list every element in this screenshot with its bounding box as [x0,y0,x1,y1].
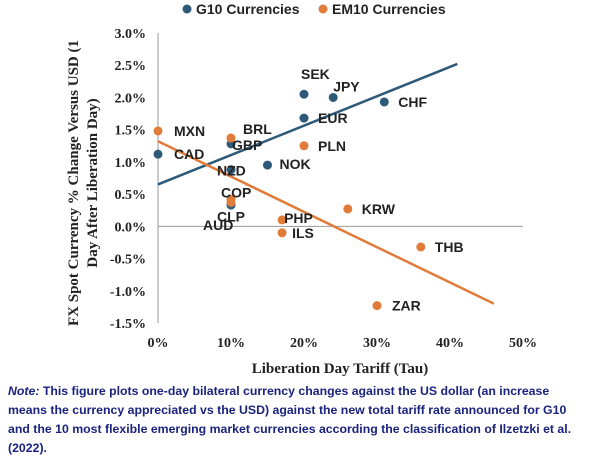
data-label: MXN [174,123,205,139]
data-label: CLP [217,208,245,224]
y-tick-label: -1.5% [110,317,146,332]
figure-note: Note: This figure plots one-day bilatera… [8,382,590,458]
data-point [328,92,338,102]
y-tick-label: 3.0% [115,27,147,42]
data-point [379,97,389,107]
data-point [226,197,236,207]
y-tick-label: -1.0% [110,285,146,300]
data-label: JPY [333,78,360,94]
x-tick-label: 30% [363,336,391,351]
legend-marker [182,4,192,14]
chart: -1.5% -1.0% -0.5% 0.0% 0.5% 1.0% 1.5% 2.0% 2.5% 3… [66,1,537,377]
data-point [153,149,163,159]
data-label: COP [221,184,251,200]
x-tick-label: 10% [217,336,245,351]
y-tick-label: 2.5% [115,59,147,74]
y-tick-label: 0.0% [115,220,147,235]
data-label: ILS [292,225,314,241]
data-label: GBP [232,137,262,153]
y-tick-label: 2.0% [115,91,147,106]
data-label: CAD [174,146,204,162]
data-point [299,141,309,151]
x-tick-label: 40% [436,336,464,351]
x-tick-label: 0% [148,336,169,351]
data-label: BRL [243,121,272,137]
data-point [343,204,353,214]
y-tick-label: 0.5% [115,188,147,203]
scatter-chart-svg: -1.5% -1.0% -0.5% 0.0% 0.5% 1.0% 1.5% 2.0% 2.5% 3… [66,1,537,377]
y-tick-label: -0.5% [110,253,146,268]
y-axis-title-line: FX Spot Currency % Change Versus USD (1 [66,40,82,326]
data-label: NOK [280,156,311,172]
note-label: Note: [8,384,40,398]
data-point [299,89,309,99]
trend-line [157,140,495,305]
data-point [226,165,236,175]
data-label: PHP [284,210,313,226]
data-point [277,215,287,225]
x-tick-label: 20% [290,336,318,351]
x-tick-label: 50% [509,336,537,351]
data-point [153,126,163,136]
data-point [226,133,236,143]
y-axis-title-line: Day After Liberation Day) [85,98,101,267]
y-tick-label: 1.0% [115,156,147,171]
data-label: AUD [203,217,233,233]
legend-label: G10 Currencies [196,1,300,17]
data-point [416,242,426,252]
y-tick-label: 1.5% [115,124,147,139]
data-point [299,113,309,123]
data-label: KRW [362,201,396,217]
data-label: CHF [398,94,427,110]
x-axis-title: Liberation Day Tariff (Tau) [252,361,429,377]
legend-label: EM10 Currencies [332,1,446,17]
data-point [263,160,272,170]
data-label: SEK [301,66,330,82]
y-axis-title: FX Spot Currency % Change Versus USD (1 D… [66,40,101,326]
note-text: This figure plots one-day bilateral curr… [8,384,572,455]
data-label: PLN [318,138,346,154]
data-point [277,228,287,238]
data-label: THB [435,239,464,255]
data-label: EUR [318,110,348,126]
data-label: ZAR [392,298,421,314]
data-label: NZD [217,163,246,179]
legend-marker [318,4,328,14]
data-point [372,301,382,311]
